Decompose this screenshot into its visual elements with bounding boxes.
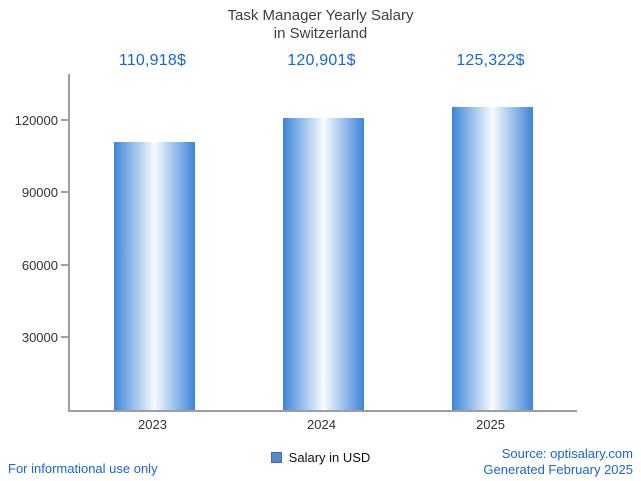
bar-2024 bbox=[283, 118, 364, 410]
source-text: Source: optisalary.com bbox=[501, 446, 633, 461]
y-tick-label: 60000 bbox=[21, 257, 58, 273]
plot-area: 30000 60000 90000 120000 bbox=[15, 74, 577, 412]
value-labels-row: 110,918$ 120,901$ 125,322$ bbox=[68, 52, 575, 70]
legend: Salary in USD bbox=[0, 450, 641, 465]
y-tick-mark bbox=[61, 263, 68, 266]
y-tick-mark bbox=[61, 191, 68, 194]
y-tick-label: 90000 bbox=[21, 185, 58, 201]
generated-text: Generated February 2025 bbox=[483, 462, 633, 477]
x-tick-label: 2024 bbox=[307, 417, 336, 432]
legend-label: Salary in USD bbox=[288, 450, 371, 465]
bar-2023 bbox=[114, 142, 195, 410]
bar-value-label: 125,322$ bbox=[456, 52, 525, 69]
chart-title: Task Manager Yearly Salary in Switzerlan… bbox=[0, 7, 641, 43]
legend-swatch-icon bbox=[270, 452, 282, 463]
disclaimer-text: For informational use only bbox=[8, 461, 158, 476]
y-tick-label: 120000 bbox=[14, 112, 58, 128]
bar-value-label: 120,901$ bbox=[287, 52, 356, 69]
chart-title-line2: in Switzerland bbox=[273, 25, 368, 42]
bars-group bbox=[70, 74, 577, 410]
x-tick-label: 2023 bbox=[138, 417, 167, 432]
y-tick-mark bbox=[61, 118, 68, 121]
bar-value-label: 110,918$ bbox=[118, 52, 187, 69]
source-block: Source: optisalary.com Generated Februar… bbox=[483, 446, 633, 478]
chart-title-line1: Task Manager Yearly Salary bbox=[227, 7, 414, 24]
bar-2025 bbox=[452, 107, 533, 410]
x-axis-labels: 2023 2024 2025 bbox=[68, 417, 575, 432]
y-tick-label: 30000 bbox=[21, 330, 58, 346]
x-tick-label: 2025 bbox=[476, 417, 505, 432]
y-tick-mark bbox=[61, 336, 68, 339]
